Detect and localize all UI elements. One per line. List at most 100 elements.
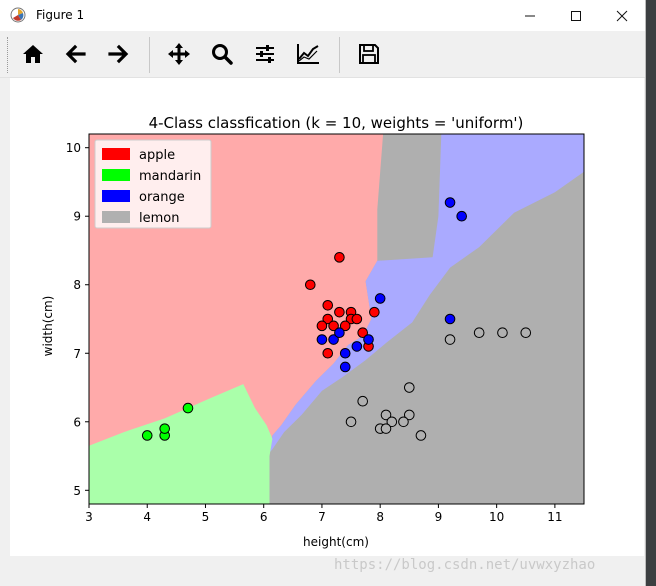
scatter-chart[interactable]: 4-Class classfication (k = 10, weights =… <box>10 78 644 556</box>
close-button[interactable] <box>599 0 645 31</box>
home-icon <box>23 45 43 63</box>
x-tick-label: 8 <box>376 510 384 524</box>
y-tick-label: 8 <box>73 278 81 292</box>
lemon-point <box>444 334 456 345</box>
home-button[interactable] <box>16 37 50 71</box>
y-tick-label: 5 <box>73 484 81 498</box>
apple-point <box>322 347 334 359</box>
window-title: Figure 1 <box>36 8 85 22</box>
legend-label-orange: orange <box>139 190 185 205</box>
lemon-point <box>380 409 392 421</box>
save-icon <box>359 44 379 64</box>
mandarin-point <box>159 423 171 434</box>
orange-point <box>328 334 339 345</box>
x-tick-label: 4 <box>143 510 151 524</box>
apple-point <box>351 313 363 325</box>
maximize-icon <box>571 10 581 21</box>
legend-swatch-orange <box>102 190 130 202</box>
y-axis-label: width(cm) <box>41 296 55 357</box>
legend-label-mandarin: mandarin <box>139 169 201 184</box>
legend-box <box>94 139 212 229</box>
apple-point <box>322 313 334 325</box>
watermark-text: https://blog.csdn.net/uvwxyzhao <box>334 557 596 573</box>
orange-point <box>444 313 456 325</box>
y-tick-label: 9 <box>73 210 81 224</box>
subplots-icon <box>256 45 274 63</box>
zoom-button[interactable] <box>205 37 239 71</box>
legend-label-apple: apple <box>139 148 175 163</box>
forward-arrow-icon <box>108 44 129 64</box>
mandarin-point <box>182 402 194 414</box>
figure-canvas[interactable]: 4-Class classfication (k = 10, weights =… <box>10 78 644 556</box>
y-tick-label: 7 <box>73 347 81 361</box>
lemon-point <box>386 416 398 428</box>
toolbar-grip[interactable] <box>7 37 10 73</box>
toolbar-separator <box>149 37 150 73</box>
orange-point <box>339 347 351 359</box>
apple-point <box>322 299 334 311</box>
apple-point <box>304 279 316 291</box>
apple-point <box>357 327 369 339</box>
back-arrow-icon <box>65 44 86 64</box>
minimize-icon <box>525 15 535 16</box>
orange-point <box>374 293 386 304</box>
mandarin-point <box>141 430 153 441</box>
apple-point <box>316 320 328 332</box>
lemon-point <box>345 416 357 428</box>
y-tick-label: 10 <box>66 141 81 155</box>
plot-frame <box>88 133 585 505</box>
orange-point <box>334 327 345 339</box>
pan-icon <box>168 43 190 65</box>
x-tick-label: 6 <box>260 510 268 524</box>
lemon-point <box>403 409 415 421</box>
x-tick-label: 7 <box>318 510 326 524</box>
orange-point <box>316 334 328 345</box>
toolbar-separator <box>339 37 340 73</box>
x-tick-label: 10 <box>489 510 504 524</box>
apple-point <box>339 320 351 332</box>
x-tick-label: 5 <box>202 510 210 524</box>
lemon-point <box>473 327 485 339</box>
subplots-button[interactable] <box>248 37 282 71</box>
orange-point <box>363 334 374 345</box>
lemon-point <box>497 327 508 339</box>
maximize-button[interactable] <box>553 0 599 31</box>
lemon-point <box>398 416 409 428</box>
status-bar <box>0 558 645 586</box>
apple-point <box>369 306 380 318</box>
edit-axis-button[interactable] <box>291 37 325 71</box>
orange-point <box>339 361 351 373</box>
mandarin-region <box>89 384 273 504</box>
lemon-point <box>357 395 369 407</box>
lemon-point <box>415 430 427 441</box>
legend-swatch-lemon <box>102 211 130 223</box>
title-bar[interactable]: Figure 1 <box>0 0 645 31</box>
edit-axis-icon <box>297 44 319 64</box>
orange-point <box>351 341 363 352</box>
minimize-button[interactable] <box>507 0 553 31</box>
x-axis-label: height(cm) <box>303 535 369 549</box>
apple-point <box>334 306 345 318</box>
pan-button[interactable] <box>162 37 196 71</box>
x-tick-label: 11 <box>547 510 562 524</box>
orange-region <box>269 134 584 453</box>
x-tick-label: 3 <box>85 510 93 524</box>
x-tick-label: 9 <box>435 510 443 524</box>
ide-background <box>646 0 656 586</box>
save-button[interactable] <box>352 37 386 71</box>
legend-swatch-mandarin <box>102 169 130 181</box>
chart-title: 4-Class classfication (k = 10, weights =… <box>149 114 524 132</box>
forward-button[interactable] <box>101 37 135 71</box>
zoom-icon <box>212 44 233 65</box>
orange-point <box>456 210 468 222</box>
y-tick-label: 6 <box>73 415 81 429</box>
navigation-toolbar <box>0 31 645 78</box>
apple-point <box>328 320 339 332</box>
apple-point <box>334 252 345 263</box>
back-button[interactable] <box>59 37 93 71</box>
lemon-point <box>380 423 392 434</box>
matplotlib-icon <box>10 7 26 23</box>
orange-point <box>444 197 456 208</box>
legend-swatch-apple <box>102 148 130 160</box>
